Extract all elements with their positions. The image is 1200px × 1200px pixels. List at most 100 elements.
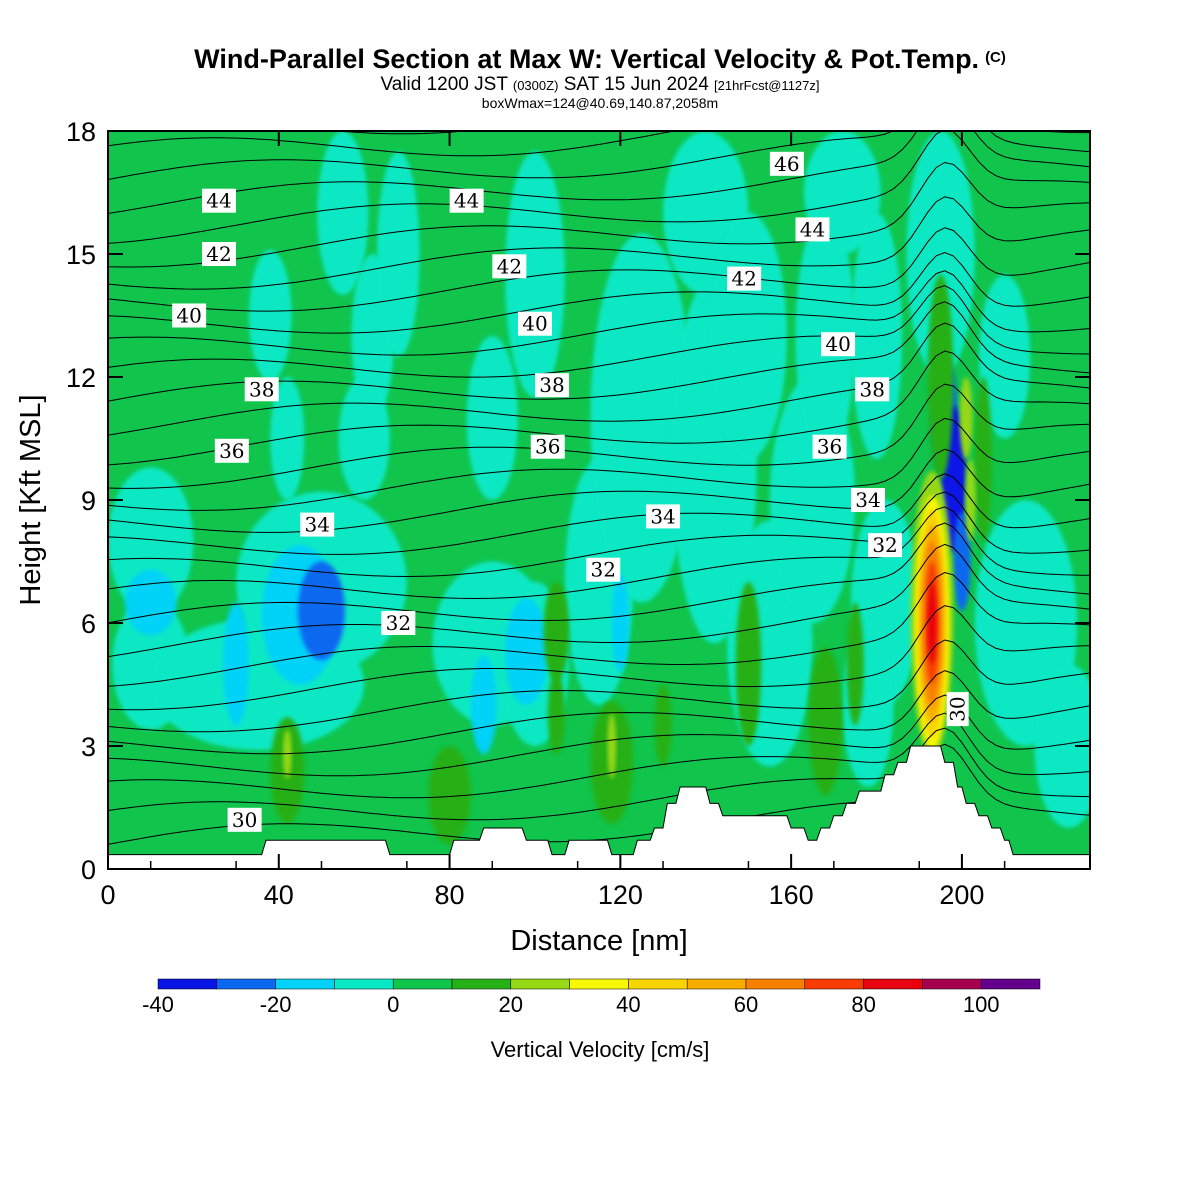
x-tick-label: 120 xyxy=(598,880,643,910)
colorbar-segment xyxy=(804,978,864,990)
theta-isentrope xyxy=(108,131,1090,157)
theta-label-box xyxy=(646,504,681,529)
theta-label-text: 38 xyxy=(860,377,885,401)
x-axis: 0 40 80 120 160 200 xyxy=(100,131,1006,910)
chart-header: Wind-Parallel Section at Max W: Vertical… xyxy=(0,42,1200,110)
velocity-region xyxy=(927,582,937,664)
theta-label-box xyxy=(855,377,890,402)
theta-label-box xyxy=(517,311,552,336)
chart-title-text: Wind-Parallel Section at Max W: Vertical… xyxy=(194,44,980,74)
colorbar-tick-label: 0 xyxy=(387,992,399,1017)
velocity-region xyxy=(978,274,1031,439)
valid-date: SAT 15 Jun 2024 xyxy=(563,74,709,95)
colorbar: -40 -20 0 20 40 60 80 100 xyxy=(142,978,1041,1017)
theta-label: 32 xyxy=(586,557,621,582)
theta-label-text: 46 xyxy=(774,152,799,176)
theta-isentrope xyxy=(108,670,1090,755)
x-tick-label: 80 xyxy=(435,880,465,910)
colorbar-tick-label: 20 xyxy=(499,992,523,1017)
valid-time-line: Valid 1200 JST (0300Z) SAT 15 Jun 2024 [… xyxy=(0,75,1200,96)
velocity-region xyxy=(248,249,292,382)
colorbar-title: Vertical Velocity [cm/s] xyxy=(491,1037,710,1062)
x-tick-label: 40 xyxy=(264,880,294,910)
theta-isentrope xyxy=(108,506,1090,600)
theta-label: 34 xyxy=(850,488,885,512)
theta-label: 42 xyxy=(727,266,762,291)
y-axis-title: Height [Kft MSL] xyxy=(15,394,47,605)
theta-label-box xyxy=(300,512,335,537)
theta-label-box xyxy=(202,242,237,266)
colorbar-segment xyxy=(569,978,629,990)
theta-label-text: 40 xyxy=(825,332,850,356)
theta-isentrope xyxy=(108,712,1090,799)
theta-label: 30 xyxy=(227,807,262,832)
theta-label-text: 32 xyxy=(591,558,616,582)
theta-isentrope xyxy=(108,473,1090,555)
theta-label: 46 xyxy=(769,151,804,176)
theta-label-box xyxy=(202,188,237,213)
colorbar-segment xyxy=(628,978,688,990)
theta-label-text: 34 xyxy=(650,504,675,528)
velocity-region xyxy=(466,336,518,500)
valid-time-jst: Valid 1200 JST xyxy=(380,74,508,95)
theta-label-text: 44 xyxy=(454,189,479,213)
theta-label-text: 38 xyxy=(249,377,274,401)
velocity-region xyxy=(505,598,548,705)
velocity-region xyxy=(654,684,672,767)
theta-isentrope xyxy=(108,227,1090,312)
theta-label: 34 xyxy=(300,512,335,537)
theta-label: 36 xyxy=(812,434,847,459)
theta-isentrope xyxy=(108,350,1090,466)
theta-label-text: 34 xyxy=(304,513,329,537)
theta-label-box xyxy=(727,266,762,291)
theta-label-box xyxy=(214,438,249,463)
theta-label: 42 xyxy=(202,242,237,266)
theta-isentrope xyxy=(108,448,1090,533)
velocity-region xyxy=(270,377,305,500)
colorbar-segment xyxy=(745,978,806,990)
theta-label: 42 xyxy=(492,254,527,279)
velocity-region xyxy=(223,602,249,726)
velocity-region xyxy=(965,459,976,541)
colorbar-segment xyxy=(334,978,394,990)
theta-label: 44 xyxy=(202,188,237,213)
theta-label-box xyxy=(492,254,527,279)
velocity-region xyxy=(846,602,864,726)
theta-label-box xyxy=(769,151,804,176)
theta-label: 44 xyxy=(449,188,484,213)
theta-label: 40 xyxy=(821,332,856,357)
theta-label-text: 42 xyxy=(206,242,231,266)
plot-area: 46 44 44 44 42 42 42 40 40 40 38 38 38 36 36 36 34 34 34 32… xyxy=(108,131,1090,869)
theta-isentrope xyxy=(108,131,1090,214)
velocity-region xyxy=(283,729,292,779)
velocity-region xyxy=(470,655,497,755)
theta-label-text: 30 xyxy=(232,808,257,832)
theta-isentrope xyxy=(108,727,1090,821)
theta-label: 38 xyxy=(535,373,570,398)
velocity-region xyxy=(108,467,194,615)
colorbar-tick-label: 100 xyxy=(963,992,1000,1017)
colorbar-segment xyxy=(510,978,570,990)
theta-label-box xyxy=(821,332,856,357)
colorbar-tick-label: 60 xyxy=(734,992,758,1017)
theta-label: 40 xyxy=(517,311,552,336)
colorbar-segment xyxy=(216,978,276,990)
theta-label-text: 32 xyxy=(872,533,897,557)
theta-isentrope xyxy=(108,131,1090,244)
theta-label-box xyxy=(586,557,621,582)
potential-temperature-contours xyxy=(108,131,1090,845)
theta-label: 34 xyxy=(646,504,681,529)
theta-label-text: 30 xyxy=(946,696,970,721)
theta-label: 32 xyxy=(381,611,416,635)
theta-isentrope xyxy=(108,694,1090,777)
colorbar-segment xyxy=(863,978,923,990)
x-tick-label: 0 xyxy=(100,880,115,910)
theta-label: 38 xyxy=(855,377,890,402)
theta-isentrope xyxy=(108,251,1090,334)
theta-label: 38 xyxy=(244,377,279,402)
theta-label-box xyxy=(868,533,903,558)
theta-label: 30 xyxy=(946,692,970,727)
colorbar-tick-label: 40 xyxy=(616,992,640,1017)
